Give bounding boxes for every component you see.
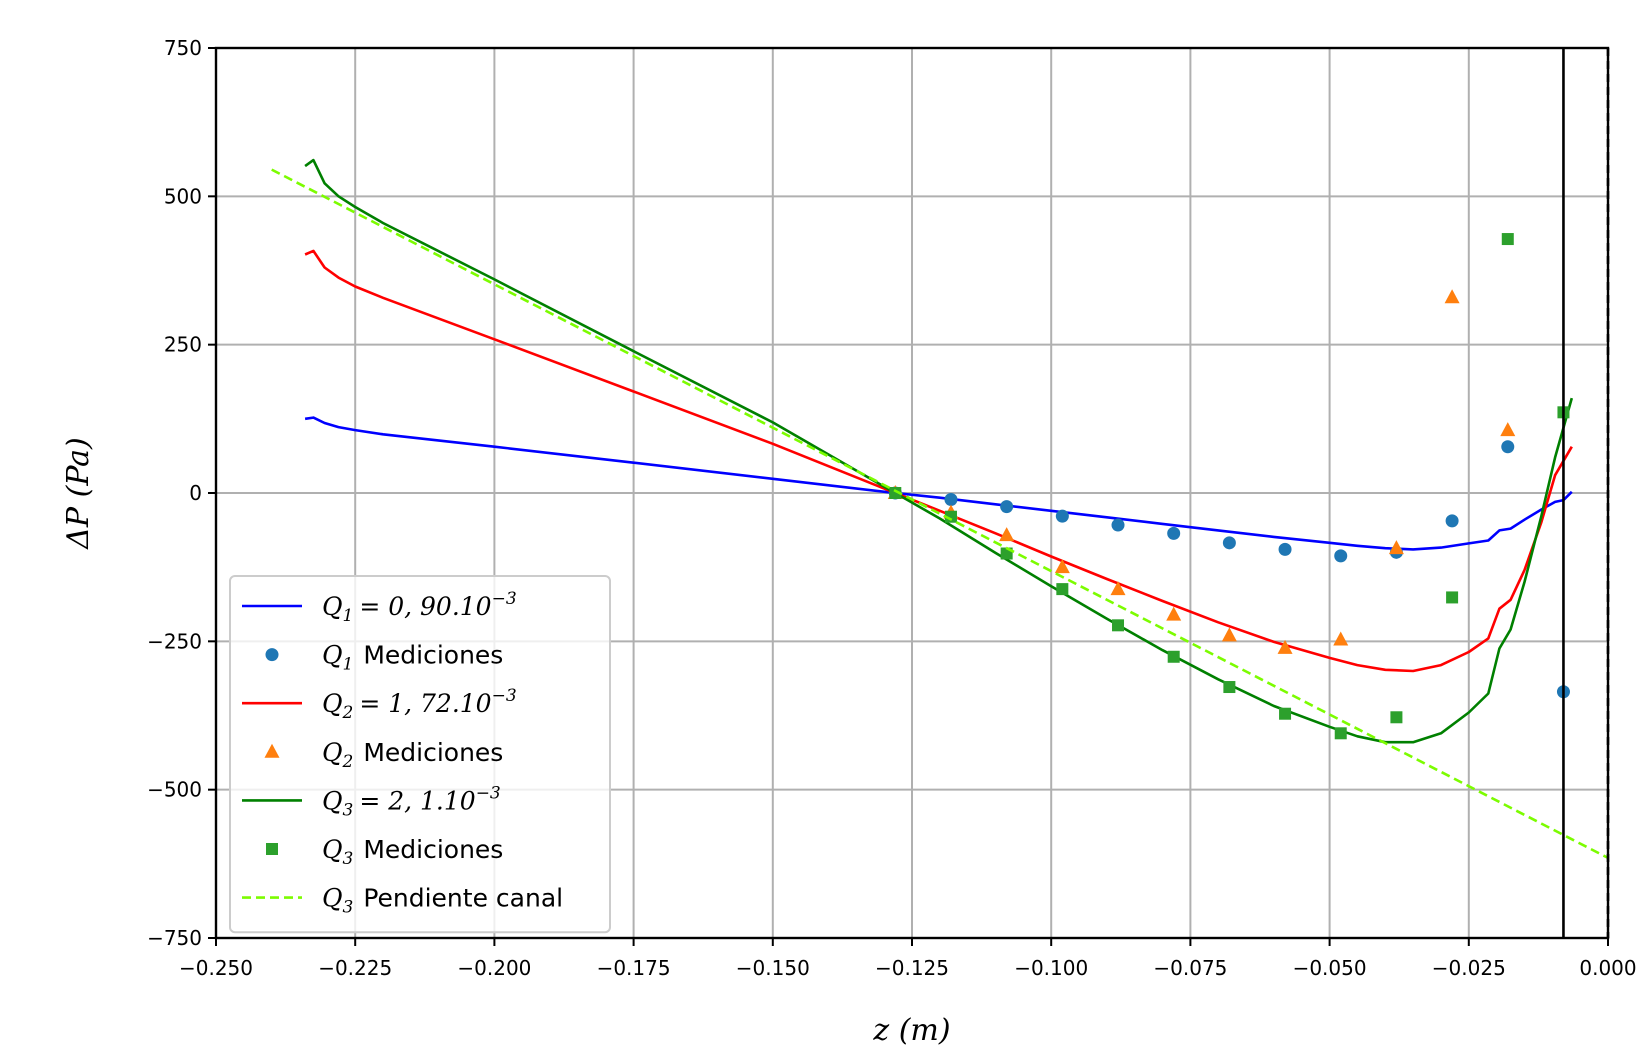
legend-label: Q1 Mediciones [322,641,503,675]
data-point [1334,549,1348,563]
data-point [1054,559,1070,574]
data-point [1388,540,1404,555]
data-point [1444,289,1460,304]
series-line-5 [304,158,1574,744]
legend-box [229,575,611,934]
legend-label: Q3 = 2, 1.10−3 [322,783,501,820]
x-tick-label: −0.200 [457,956,531,980]
legend-label: Q3 Pendiente canal [322,884,563,918]
x-tick-label: −0.050 [1293,956,1367,980]
data-point [1390,711,1403,724]
x-tick-label: −0.150 [736,956,810,980]
data-point [1279,707,1292,720]
data-point [999,527,1015,542]
data-point [1445,514,1459,528]
data-point [1333,631,1349,646]
x-tick-label: −0.175 [597,956,671,980]
data-point [1055,509,1069,523]
data-point [1166,606,1182,621]
legend-marker-swatch [265,648,279,662]
legend-marker-swatch [264,743,280,758]
x-tick-label: 0.000 [1579,956,1636,980]
data-point [1501,440,1515,454]
x-tick-label: −0.025 [1432,956,1506,980]
x-tick-label: −0.100 [1014,956,1088,980]
data-point [1446,591,1459,604]
legend-label: Q1 = 0, 90.10−3 [322,589,517,626]
data-point [1222,536,1236,550]
x-tick-label: −0.250 [179,956,253,980]
legend-label: Q3 Mediciones [322,835,503,869]
data-point [1277,639,1293,654]
data-point [1334,727,1347,740]
y-tick-label: 0 [189,481,202,505]
series-line-3 [304,249,1573,673]
data-point [1223,681,1236,694]
data-point [1111,518,1125,532]
x-tick-label: −0.075 [1153,956,1227,980]
legend: Q1 = 0, 90.10−3 Q1 Mediciones Q2 = 1, 72.10−3… [229,575,611,934]
data-point [1278,542,1292,556]
data-point [1501,233,1514,246]
data-point [944,493,958,507]
data-point [1110,581,1126,596]
data-point [1167,650,1180,663]
y-tick-label: −500 [147,778,202,802]
data-point [1500,422,1516,437]
data-point [1112,619,1125,632]
y-axis-title: ΔP (Pa) [61,437,96,550]
legend-label: Q2 = 1, 72.10−3 [322,686,517,723]
y-tick-label: 750 [164,36,202,60]
data-point [1000,500,1014,514]
series-line-1 [304,416,1573,551]
y-tick-label: −250 [147,629,202,653]
y-tick-label: −750 [147,926,202,950]
data-point [944,510,957,523]
data-point [889,487,902,499]
data-point [1167,526,1181,540]
data-point [1221,627,1237,642]
plot-area [271,158,1608,860]
series-line-7 [271,168,1608,860]
y-tick-label: 250 [164,333,202,357]
x-tick-label: −0.225 [318,956,392,980]
x-tick-label: −0.125 [875,956,949,980]
legend-label: Q2 Mediciones [322,738,503,772]
x-axis-title: z (m) [872,1013,950,1048]
data-point [1056,583,1069,596]
legend-marker-swatch [266,843,278,855]
y-tick-label: 500 [164,184,202,208]
tick-labels: −0.250 −0.225 −0.200 −0.175 −0.150 −0.125 −0.1… [147,36,1637,980]
